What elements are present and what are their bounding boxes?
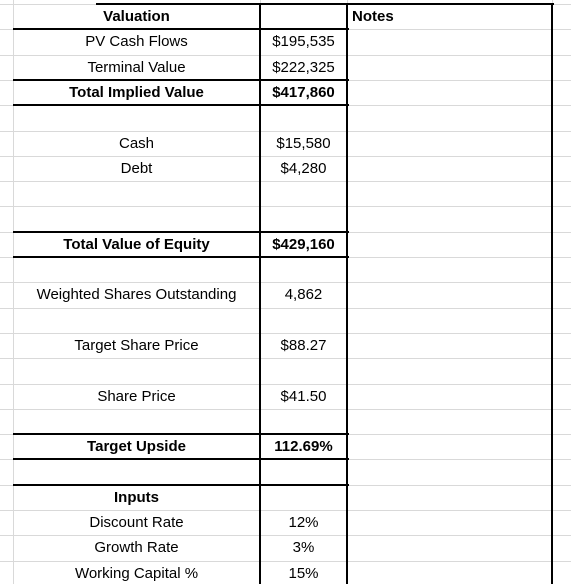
grid-line <box>0 408 571 410</box>
row-label: Discount Rate <box>89 514 184 531</box>
row-label: Target Share Price <box>74 336 199 354</box>
grid-line <box>0 54 571 56</box>
border <box>13 433 349 436</box>
border <box>13 483 349 486</box>
row-value: $4,280 <box>280 159 327 177</box>
row-label: Growth Rate <box>94 539 179 557</box>
grid-line <box>0 358 571 360</box>
row-value: $195,535 <box>272 33 335 51</box>
row-value: $15,580 <box>276 134 331 152</box>
row-label: Inputs <box>114 488 159 506</box>
row-value: $222,325 <box>272 58 335 76</box>
row-label: Total Value of Equity <box>63 235 210 253</box>
row-value: 4,862 <box>284 286 323 304</box>
border <box>13 230 349 233</box>
row-value: 15% <box>288 564 319 582</box>
row-label: Terminal Value <box>87 58 186 76</box>
grid-line <box>0 332 571 334</box>
row-value: 3% <box>292 539 315 557</box>
row-label: Working Capital % <box>74 564 199 582</box>
border <box>551 4 553 584</box>
grid-line <box>13 0 14 584</box>
row-label: PV Cash Flows <box>85 33 188 51</box>
border <box>13 78 349 81</box>
border <box>13 256 349 258</box>
grid-line <box>0 307 571 309</box>
header-notes: Notes <box>352 8 394 25</box>
border <box>13 458 349 461</box>
grid-line <box>0 130 571 132</box>
grid-line <box>0 560 571 562</box>
grid-line <box>0 282 571 284</box>
row-value: 112.69% <box>274 438 333 456</box>
row-value: $429,160 <box>272 235 335 253</box>
grid-line <box>0 206 571 208</box>
row-label: Debt <box>120 159 153 177</box>
grid-line <box>0 510 571 511</box>
row-label: Weighted Shares Outstanding <box>36 286 237 304</box>
border <box>13 28 349 31</box>
border <box>259 4 261 584</box>
row-value: $88.27 <box>280 336 327 354</box>
grid-line <box>0 155 571 157</box>
border <box>346 4 348 584</box>
grid-line <box>0 535 571 537</box>
row-value: $417,860 <box>272 83 335 101</box>
row-label: Target Upside <box>87 438 186 456</box>
grid-line <box>0 383 571 385</box>
grid-line <box>0 181 571 183</box>
row-label: Total Implied Value <box>69 83 204 101</box>
row-value: 12% <box>288 514 319 531</box>
header-title: Valuation <box>103 8 170 25</box>
border <box>13 104 349 107</box>
row-label: Share Price <box>97 387 176 405</box>
row-value: $41.50 <box>280 387 327 405</box>
border <box>96 3 554 5</box>
row-label: Cash <box>118 134 155 152</box>
